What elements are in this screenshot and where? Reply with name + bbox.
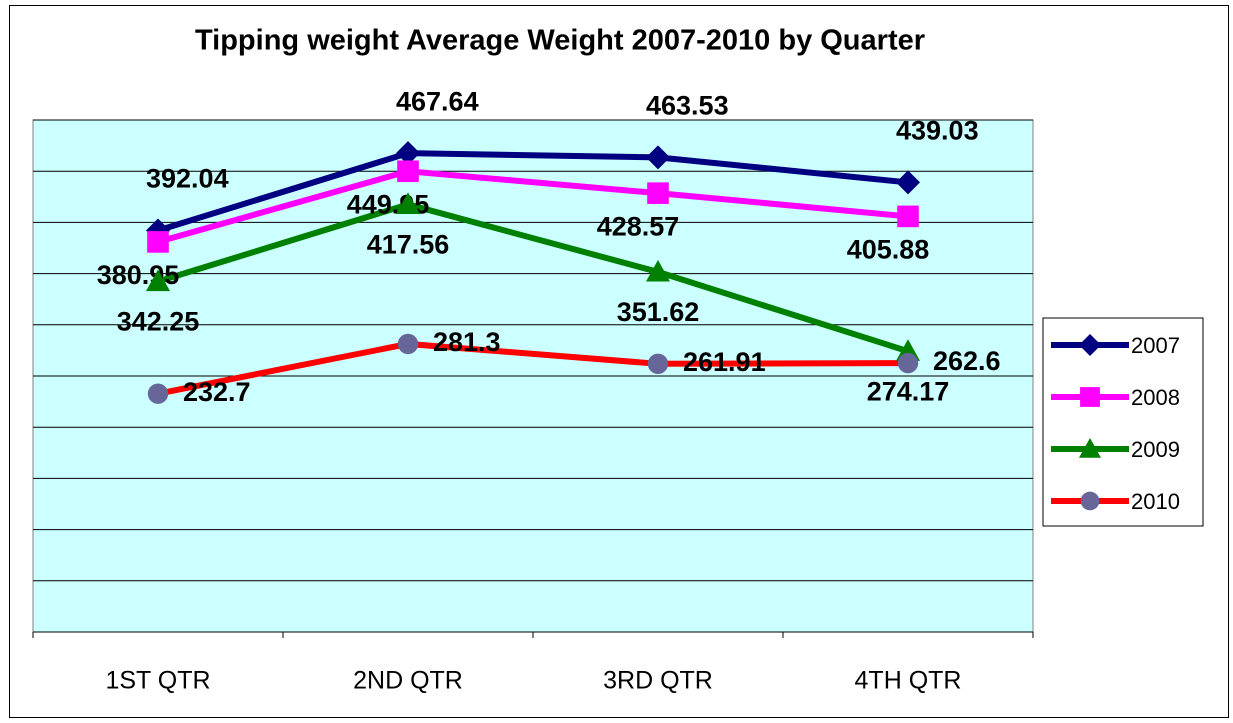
marker (897, 205, 919, 228)
legend-label: 2010 (1131, 489, 1180, 514)
data-label: 417.56 (367, 230, 450, 260)
marker (647, 182, 669, 204)
x-tick-label: 3RD QTR (603, 667, 713, 695)
x-tick-label: 4TH QTR (855, 667, 962, 695)
chart-title: Tipping weight Average Weight 2007-2010 … (195, 25, 925, 57)
legend-label: 2009 (1131, 437, 1180, 462)
data-label: 392.04 (146, 164, 229, 194)
data-label: 274.17 (867, 376, 950, 406)
data-label: 449.95 (347, 189, 430, 219)
marker (147, 231, 169, 253)
marker (147, 383, 169, 404)
marker (897, 352, 919, 374)
marker (1080, 387, 1100, 407)
data-label: 405.88 (847, 235, 930, 265)
data-label: 380.95 (97, 260, 180, 290)
marker (397, 160, 419, 183)
marker (396, 192, 420, 215)
data-label: 261.91 (683, 347, 766, 377)
data-label: 262.6 (933, 346, 1001, 376)
data-label: 467.64 (396, 86, 479, 116)
marker (896, 170, 920, 195)
legend-label: 2007 (1131, 333, 1180, 358)
legend (1042, 317, 1204, 527)
marker (647, 353, 669, 375)
data-label: 232.7 (183, 377, 251, 407)
series-line (157, 150, 909, 234)
x-tick-label: 2ND QTR (353, 667, 463, 695)
series-line (157, 201, 909, 355)
data-label: 351.62 (617, 297, 700, 327)
marker (146, 269, 170, 292)
data-label: 281.3 (433, 327, 501, 357)
marker (1079, 334, 1101, 356)
data-label: 342.25 (117, 307, 200, 337)
marker (646, 259, 670, 282)
legend-label: 2008 (1131, 385, 1180, 410)
data-label: 439.03 (896, 116, 979, 146)
marker (396, 141, 420, 166)
marker (1079, 438, 1101, 458)
series-line (157, 168, 909, 245)
data-label: 428.57 (597, 211, 680, 241)
marker (397, 333, 419, 355)
series-line (157, 340, 909, 397)
data-label: 463.53 (646, 90, 729, 120)
marker (1080, 491, 1100, 511)
x-tick-label: 1ST QTR (105, 667, 210, 695)
marker (646, 145, 670, 170)
